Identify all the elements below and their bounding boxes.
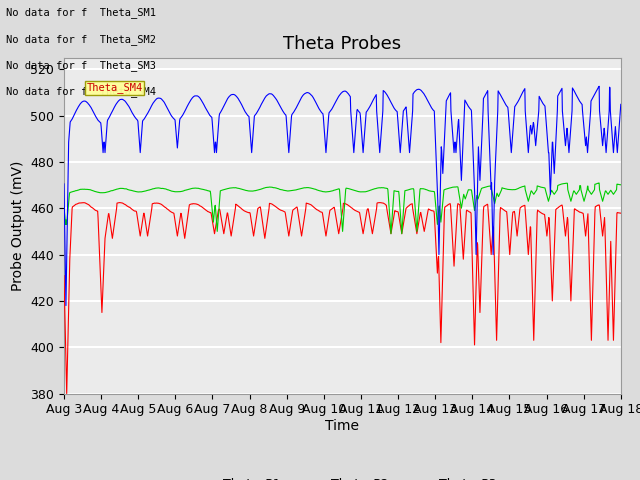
Text: Theta_SM4: Theta_SM4 xyxy=(86,83,143,94)
Text: No data for f  Theta_SM2: No data for f Theta_SM2 xyxy=(6,34,156,45)
Text: No data for f  Theta_SM4: No data for f Theta_SM4 xyxy=(6,86,156,97)
Legend: Theta_P1, Theta_P2, Theta_P3: Theta_P1, Theta_P2, Theta_P3 xyxy=(184,472,501,480)
Text: No data for f  Theta_SM1: No data for f Theta_SM1 xyxy=(6,7,156,18)
Title: Theta Probes: Theta Probes xyxy=(284,35,401,53)
Y-axis label: Probe Output (mV): Probe Output (mV) xyxy=(11,160,25,291)
X-axis label: Time: Time xyxy=(325,419,360,433)
Text: No data for f  Theta_SM3: No data for f Theta_SM3 xyxy=(6,60,156,71)
